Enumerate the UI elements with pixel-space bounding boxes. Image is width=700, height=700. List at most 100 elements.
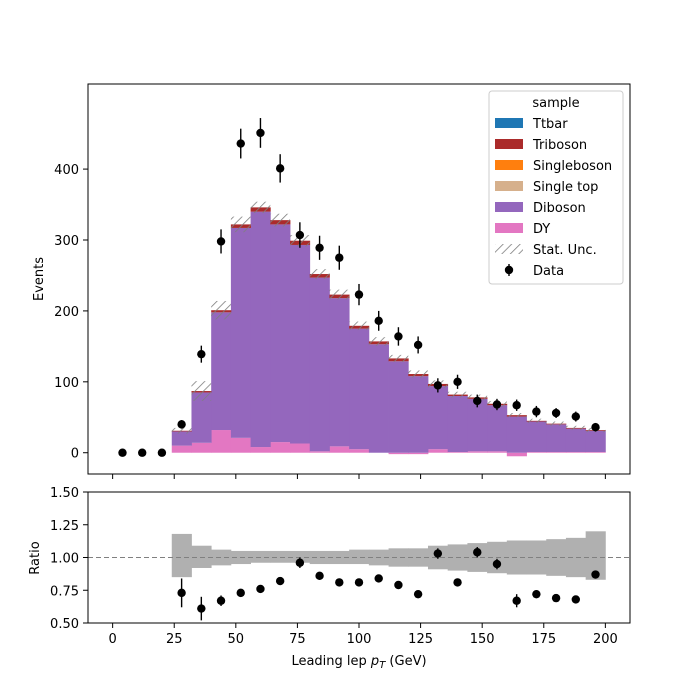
y-tick-label: 1.25 [50,519,79,534]
legend-swatch-diboson [495,202,523,212]
x-tick-label: 200 [593,632,618,647]
bar-dy [408,452,429,455]
stat-unc-band [191,381,212,401]
legend-swatch-stat-unc [495,244,523,254]
y-tick-label: 0.50 [50,617,79,632]
stat-unc-band [211,300,231,320]
bar-diboson [408,376,429,453]
stat-unc-band [250,201,271,214]
bar-diboson [487,405,508,452]
data-point [315,243,324,252]
legend-label: Data [533,264,564,279]
ratio-unc-band [290,550,311,563]
bar-diboson [585,430,606,453]
ratio-point [532,589,541,599]
ratio-point [453,578,462,587]
x-axis-label: Leading lep pT (GeV) [291,654,426,671]
bar-diboson [565,428,587,453]
y-tick-label: 300 [54,234,79,249]
ratio-unc-band [171,533,192,578]
ratio-point [197,604,206,613]
data-point [374,316,383,326]
bar-diboson [250,211,271,448]
bar-dy [250,447,271,453]
ratio-x-ticks: 0 25 50 75 100 125 150 175 200 [108,623,618,647]
data-point [275,164,285,173]
ratio-unc-band [250,550,271,563]
data-point [453,377,462,387]
ratio-unc-band [349,549,370,565]
main-y-ticks: 0 100 200 300 400 [54,163,88,462]
ratio-point [236,588,245,598]
bar-dy [487,451,508,453]
x-tick-label: 150 [470,632,495,647]
bar-diboson [230,227,251,438]
bar-dy [565,452,587,453]
bar-dy [270,442,291,453]
data-point [354,290,364,299]
x-tick-label: 0 [108,632,116,647]
data-point [236,139,245,148]
y-tick-label: 1.00 [50,552,79,567]
y-tick-label: 0.75 [50,584,79,599]
ratio-y-ticks: 0.50 0.75 1.00 1.25 1.50 [50,486,88,632]
ratio-unc-band [211,549,232,566]
ratio-point [433,549,443,558]
bar-dy [329,446,350,453]
data-point [413,340,423,350]
bar-dy [171,445,192,453]
bar-dy [506,452,527,457]
data-point [394,332,403,341]
ratio-point [394,580,403,590]
legend-label: Triboson [532,138,587,153]
ratio-y-axis-label: Ratio [28,541,43,574]
bar-diboson [388,361,409,453]
bar-diboson [211,312,232,431]
bar-diboson [270,224,291,443]
y-axis-label: Events [32,257,47,301]
legend-swatch-dy [495,223,523,233]
bar-diboson [329,298,350,447]
ratio-point [571,595,580,604]
bar-diboson [171,431,192,446]
x-tick-label: 100 [347,632,372,647]
bar-diboson [506,416,527,453]
ratio-point [216,596,226,605]
ratio-point [315,571,324,581]
ratio-point [492,559,502,569]
bar-diboson [349,328,370,450]
y-tick-label: 200 [54,305,79,320]
stat-unc-band [526,418,547,423]
bar-dy [349,449,370,453]
stat-unc-band [270,213,291,227]
y-tick-label: 400 [54,163,79,178]
data-point [256,128,265,138]
stat-unc-band [171,427,192,434]
bar-diboson [309,277,330,452]
bar-dy [388,452,409,455]
stat-unc-band [565,425,586,431]
data-point [295,230,305,240]
legend-label: Stat. Unc. [533,243,597,258]
ratio-unc-band [388,548,409,567]
bar-dy [585,452,606,453]
bar-dy [230,437,251,453]
main-panel: 0 100 200 300 400 Events [32,83,631,479]
ratio-point [275,576,285,586]
ratio-point [591,570,600,579]
ratio-point [413,589,423,599]
bar-dy [191,442,212,453]
y-tick-label: 1.50 [50,486,79,501]
data-point [551,408,561,418]
ratio-unc-band [270,550,291,563]
ratio-point [512,596,521,605]
data-point [335,253,344,262]
ratio-point [374,574,383,583]
x-tick-label: 50 [228,632,245,647]
legend-swatch-ttbar [495,118,523,128]
legend-label: Singleboson [533,159,612,174]
stat-unc-band [309,269,330,279]
legend-entries: Ttbar Triboson Singleboson Single top Diboso… [495,117,612,279]
main-plot-area [118,118,606,457]
